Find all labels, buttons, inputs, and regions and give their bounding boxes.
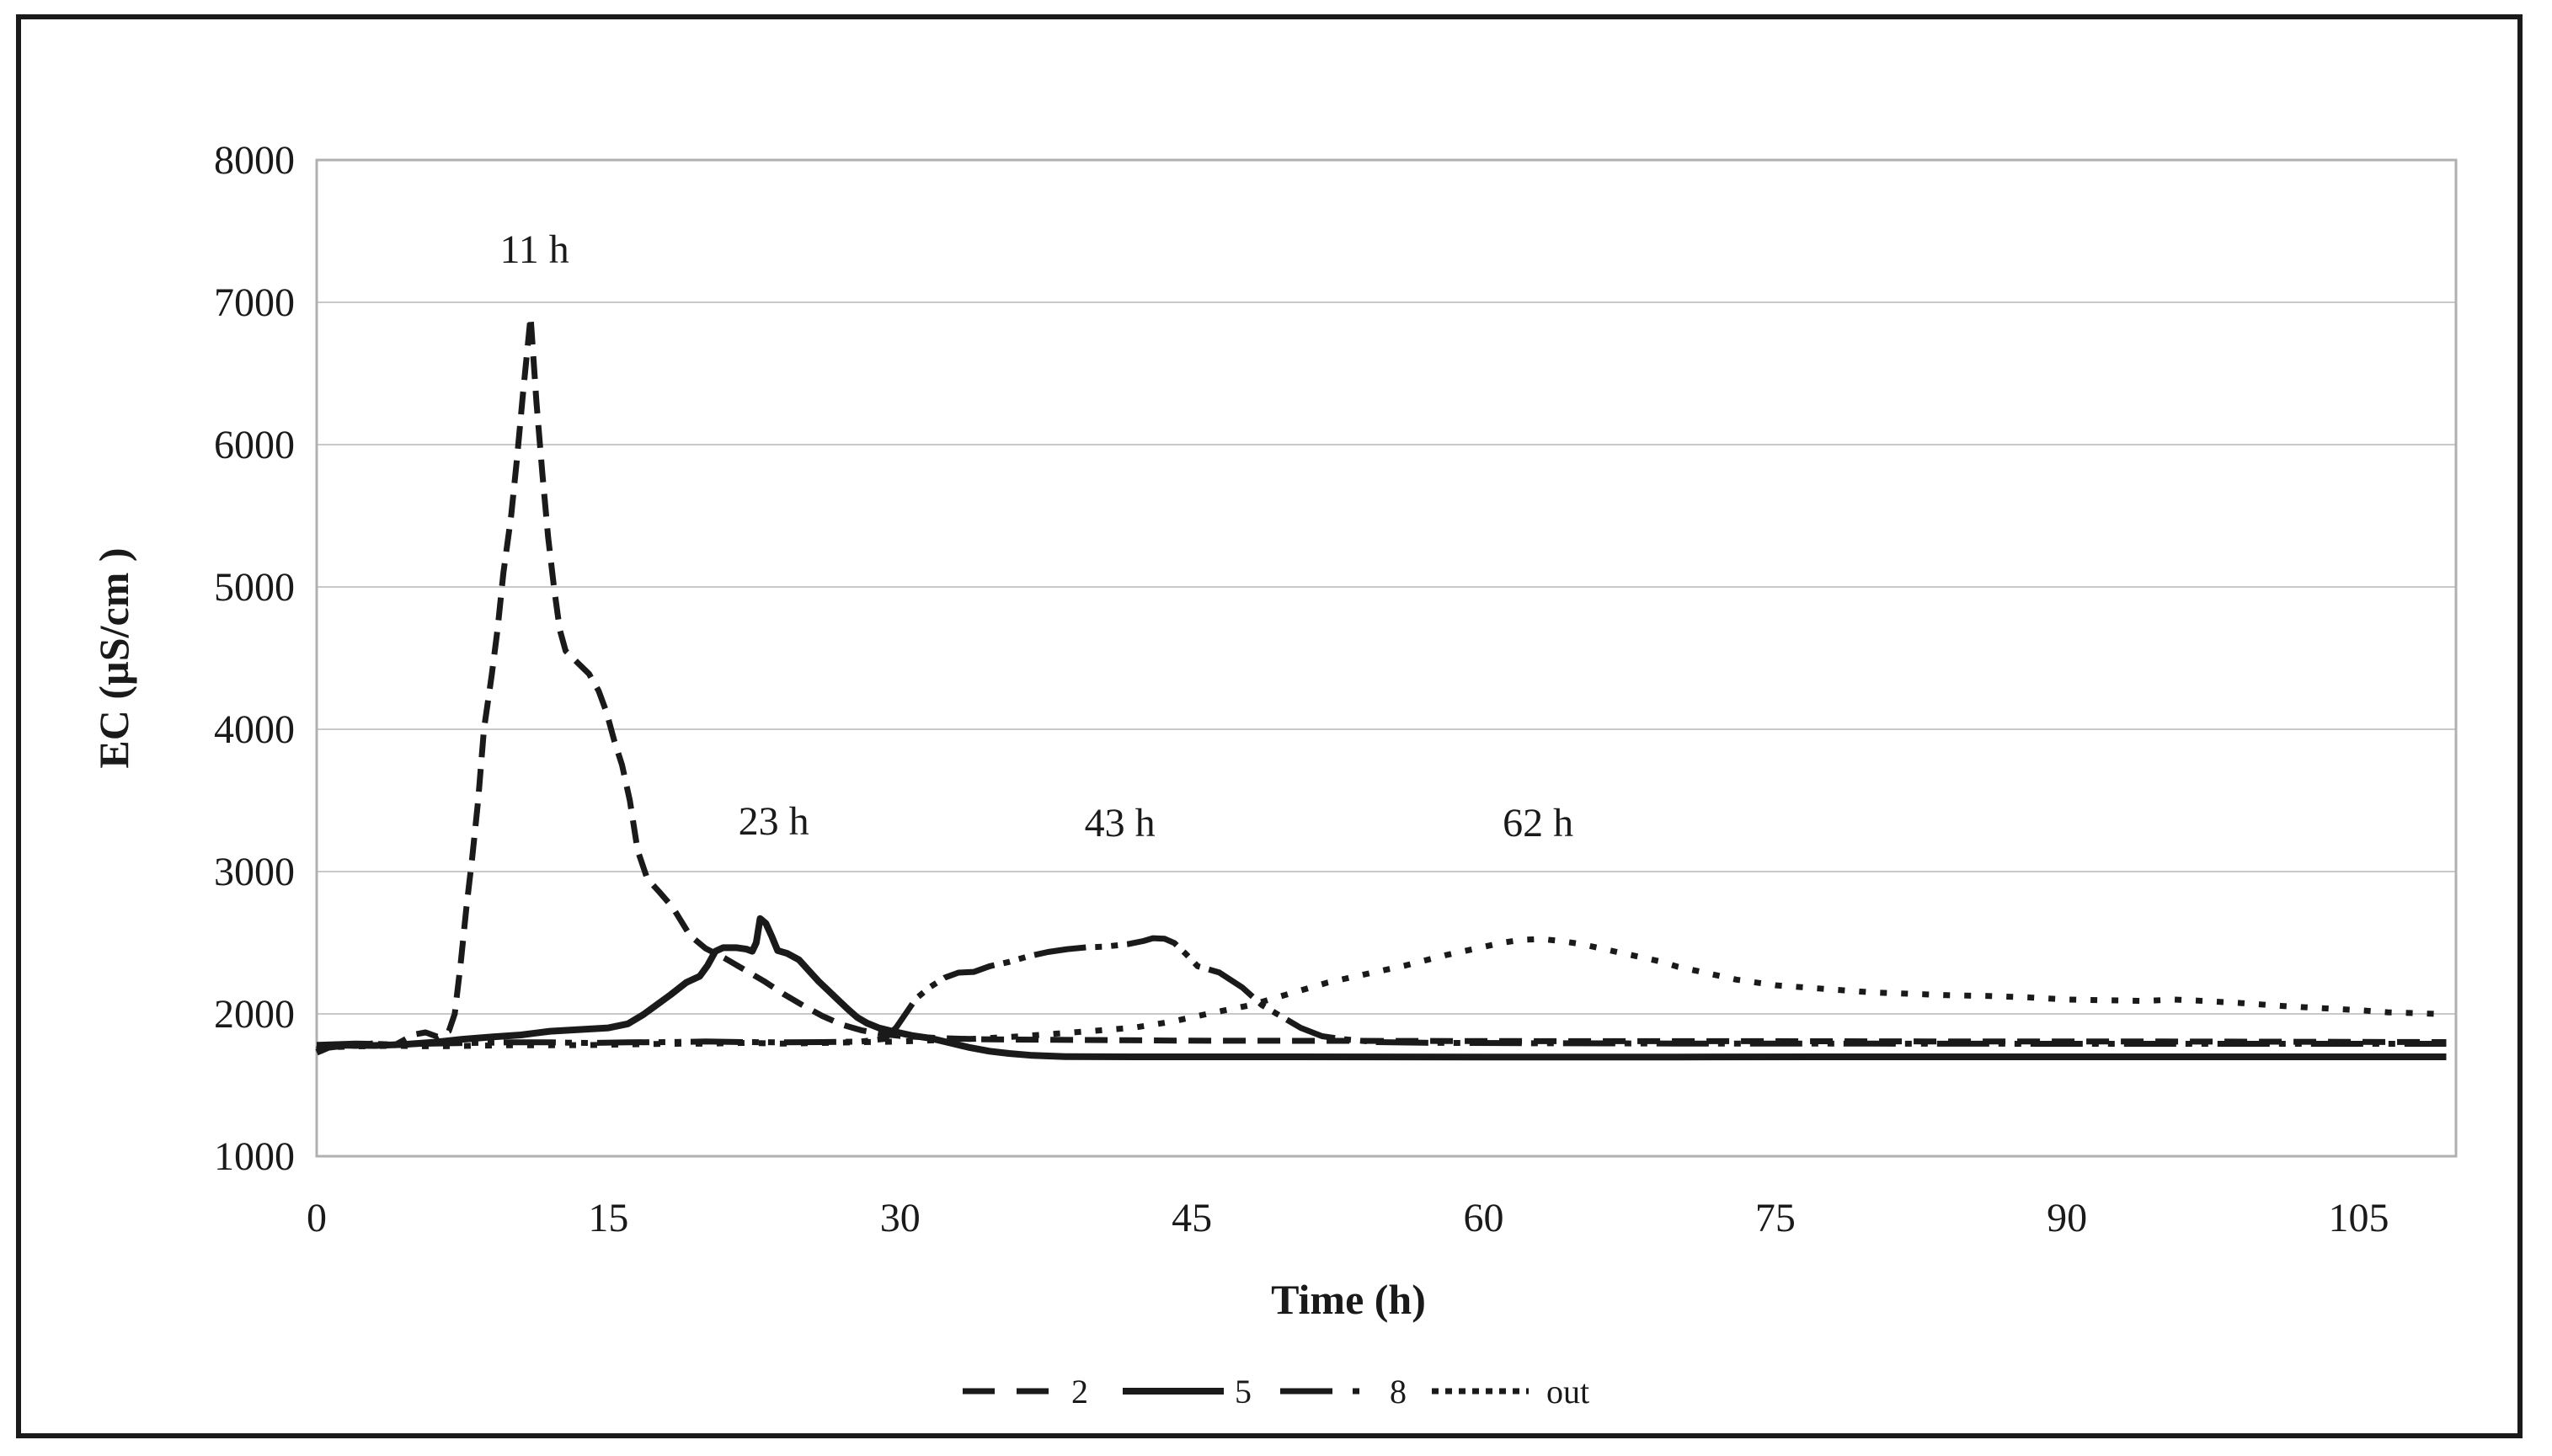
y-tick-label: 1000 xyxy=(214,1134,295,1179)
peak-annotation-62h: 62 h xyxy=(1503,801,1573,845)
legend-label-out: out xyxy=(1546,1373,1589,1411)
x-tick-label: 90 xyxy=(2047,1196,2087,1240)
peak-annotation-11h: 11 h xyxy=(500,227,569,272)
x-tick-label: 30 xyxy=(880,1196,921,1240)
y-tick-label: 4000 xyxy=(214,707,295,752)
y-axis-title: EC (µS/cm ) xyxy=(90,547,137,768)
x-axis-title: Time (h) xyxy=(1271,1276,1426,1323)
legend-item-2: 2 xyxy=(963,1373,1088,1411)
x-tick-label: 60 xyxy=(1463,1196,1503,1240)
legend-label-5: 5 xyxy=(1235,1373,1252,1411)
legend-label-8: 8 xyxy=(1390,1373,1407,1411)
series-out-line xyxy=(316,936,2447,1051)
y-tick-label: 2000 xyxy=(214,992,295,1037)
x-tick-label: 45 xyxy=(1172,1196,1212,1240)
y-tick-label: 5000 xyxy=(214,565,295,610)
legend-item-out: out xyxy=(1432,1373,1589,1411)
legend-item-8: 8 xyxy=(1280,1373,1407,1411)
series-5-line xyxy=(315,915,2447,1061)
series-8-line xyxy=(316,935,2447,1048)
series-2-line xyxy=(316,313,2447,1053)
plot-area-border xyxy=(315,158,2458,1158)
x-tick-label: 15 xyxy=(588,1196,628,1240)
y-tick-label: 6000 xyxy=(214,423,295,467)
peak-annotation-43h: 43 h xyxy=(1085,801,1156,845)
y-tick-label: 7000 xyxy=(214,280,295,325)
y-tick-label: 8000 xyxy=(214,138,295,183)
y-tick-label: 3000 xyxy=(214,850,295,894)
figure-border xyxy=(16,14,2523,1438)
peak-annotation-23h: 23 h xyxy=(739,799,809,844)
legend-label-2: 2 xyxy=(1071,1373,1088,1411)
legend-item-5: 5 xyxy=(1123,1373,1252,1411)
x-tick-label: 0 xyxy=(307,1196,327,1240)
x-tick-label: 105 xyxy=(2329,1196,2389,1240)
x-tick-label: 75 xyxy=(1755,1196,1796,1240)
